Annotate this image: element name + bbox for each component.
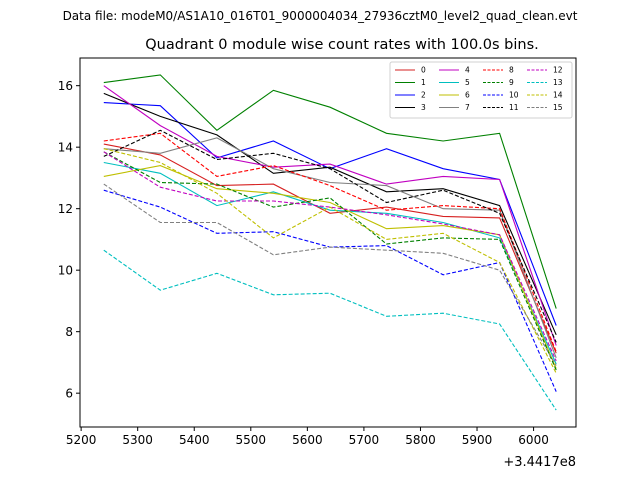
legend-label-5: 5: [465, 78, 470, 87]
legend-label-15: 15: [553, 103, 563, 112]
legend-label-13: 13: [553, 78, 563, 87]
data-file-label: Data file: modeM0/AS1A10_016T01_90000040…: [63, 9, 578, 23]
series-line-3: [103, 92, 557, 336]
chart-title: Quadrant 0 module wise count rates with …: [145, 37, 539, 53]
y-tick-label-16: 16: [58, 79, 73, 93]
axes-frame: [79, 57, 577, 428]
legend-label-4: 4: [465, 66, 470, 75]
legend-label-7: 7: [465, 103, 470, 112]
y-tick-label-12: 12: [58, 202, 73, 216]
series-line-1: [103, 74, 557, 309]
x-tick-label-5600: 5600: [292, 433, 323, 447]
legend-label-1: 1: [421, 78, 426, 87]
y-tick-label-10: 10: [58, 264, 73, 278]
legend-label-9: 9: [509, 78, 514, 87]
x-tick-label-5800: 5800: [405, 433, 436, 447]
legend-label-8: 8: [509, 66, 514, 75]
y-tick-label-14: 14: [58, 141, 73, 155]
legend-label-0: 0: [421, 66, 426, 75]
series-line-11: [103, 129, 557, 343]
x-tick-label-5300: 5300: [122, 433, 153, 447]
series-line-13: [103, 249, 557, 411]
legend-label-3: 3: [421, 103, 426, 112]
y-tick-label-8: 8: [65, 325, 73, 339]
series-line-10: [103, 189, 557, 392]
series-line-8: [103, 132, 557, 352]
series-line-6: [103, 165, 557, 369]
x-tick-label-6000: 6000: [518, 433, 549, 447]
series-line-9: [103, 151, 557, 371]
legend-label-12: 12: [553, 66, 563, 75]
series-line-4: [103, 85, 557, 346]
legend-label-11: 11: [509, 103, 519, 112]
x-tick-label-5900: 5900: [462, 433, 493, 447]
legend-label-6: 6: [465, 91, 470, 100]
series-line-15: [103, 183, 557, 366]
series-line-0: [103, 143, 557, 354]
legend-box: [389, 61, 573, 119]
series-line-14: [103, 148, 557, 374]
series-line-7: [103, 137, 557, 358]
series-line-5: [103, 161, 557, 365]
legend-label-14: 14: [553, 91, 563, 100]
x-tick-label-5500: 5500: [236, 433, 267, 447]
legend-label-2: 2: [421, 91, 426, 100]
x-tick-label-5700: 5700: [349, 433, 380, 447]
plot-area: 5200 5300 5400 5500 5600 5700 5800 5900 60006810…: [58, 57, 577, 447]
legend-label-10: 10: [509, 91, 519, 100]
series-line-12: [103, 151, 557, 362]
x-tick-label-5200: 5200: [66, 433, 97, 447]
y-tick-label-6: 6: [65, 387, 73, 401]
x-tick-label-5400: 5400: [179, 433, 210, 447]
x-offset-label: +3.4417e8: [503, 455, 576, 470]
